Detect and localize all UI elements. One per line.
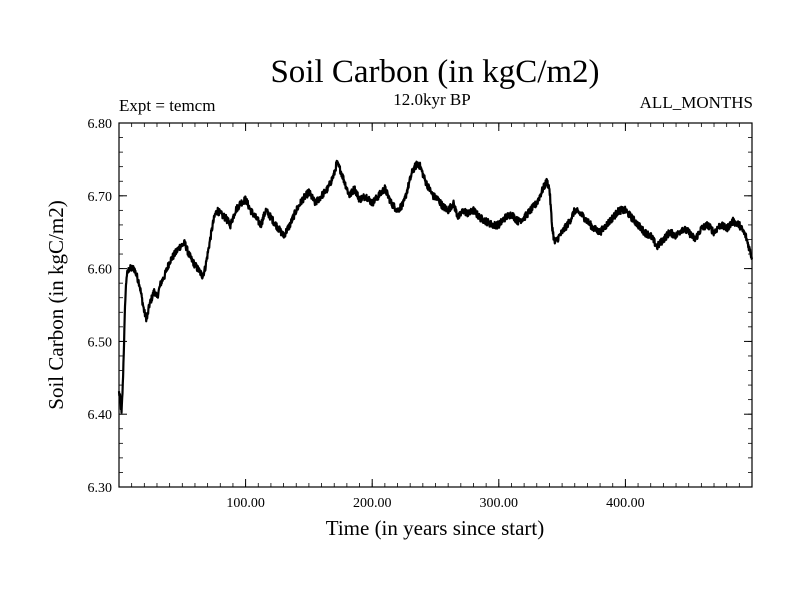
axis-ticks xyxy=(119,122,752,488)
plot-frame xyxy=(118,122,753,488)
y-tick-label: 6.30 xyxy=(88,481,113,496)
y-tick-label: 6.70 xyxy=(88,190,113,205)
x-tick-label: 200.00 xyxy=(353,496,392,511)
x-tick-label: 100.00 xyxy=(226,496,265,511)
experiment-label: Expt = temcm xyxy=(119,96,215,115)
chart-title: Soil Carbon (in kgC/m2) xyxy=(270,54,599,90)
y-tick-labels: 6.30 6.40 6.50 6.60 6.70 6.80 xyxy=(88,117,113,496)
y-tick-label: 6.50 xyxy=(88,335,113,350)
y-tick-label: 6.60 xyxy=(88,263,113,278)
x-axis-label: Time (in years since start) xyxy=(326,516,545,540)
y-axis-label: Soil Carbon (in kgC/m2) xyxy=(44,200,68,409)
y-tick-label: 6.80 xyxy=(88,117,113,132)
y-tick-label: 6.40 xyxy=(88,408,113,423)
x-tick-label: 400.00 xyxy=(606,496,645,511)
soil-carbon-series-line xyxy=(117,159,754,414)
period-label: 12.0kyr BP xyxy=(393,90,470,109)
x-tick-label: 300.00 xyxy=(480,496,519,511)
x-tick-labels: 100.00 200.00 300.00 400.00 xyxy=(226,496,644,511)
months-label: ALL_MONTHS xyxy=(640,93,753,112)
